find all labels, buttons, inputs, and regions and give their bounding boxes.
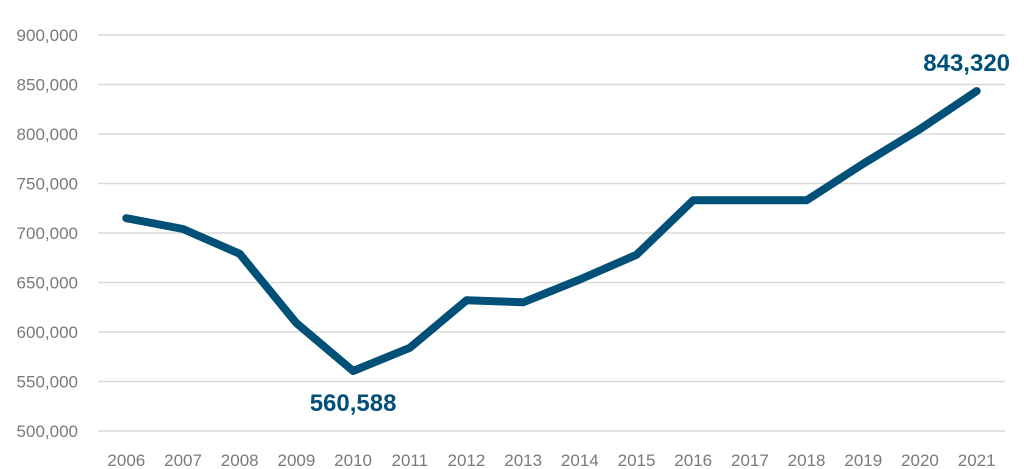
y-tick-label: 500,000 [17,422,78,441]
x-tick-label: 2020 [901,451,939,469]
y-tick-label: 850,000 [17,76,78,95]
y-tick-label: 700,000 [17,224,78,243]
y-axis-tick-labels: 500,000 550,000 600,000 650,000 700,000 750,0… [17,26,78,441]
x-tick-label: 2014 [561,451,599,469]
gridlines [98,34,1005,432]
x-tick-label: 2018 [788,451,826,469]
y-tick-label: 800,000 [17,125,78,144]
x-tick-label: 2011 [392,451,429,469]
series-line [122,87,981,375]
x-axis-tick-labels: 2006 2007 2008 2009 2010 2011 2012 2013 2014 2015… [107,451,995,469]
x-tick-label: 2007 [164,451,202,469]
y-tick-label: 650,000 [17,274,78,293]
y-tick-label: 750,000 [17,175,78,194]
x-tick-label: 2016 [674,451,712,469]
y-tick-label: 900,000 [17,26,78,45]
x-tick-label: 2021 [958,451,996,469]
x-tick-label: 2013 [504,451,542,469]
x-tick-label: 2009 [277,451,315,469]
data-label: 560,588 [310,390,397,417]
y-tick-label: 550,000 [17,373,78,392]
x-tick-label: 2006 [107,451,145,469]
x-tick-label: 2010 [334,451,372,469]
x-tick-label: 2017 [731,451,769,469]
x-tick-label: 2019 [844,451,882,469]
x-tick-label: 2008 [221,451,259,469]
x-tick-label: 2015 [618,451,656,469]
y-tick-label: 600,000 [17,323,78,342]
x-tick-label: 2012 [448,451,486,469]
data-labels: 560,588 843,320 [310,50,1010,417]
data-label: 843,320 [923,50,1010,77]
